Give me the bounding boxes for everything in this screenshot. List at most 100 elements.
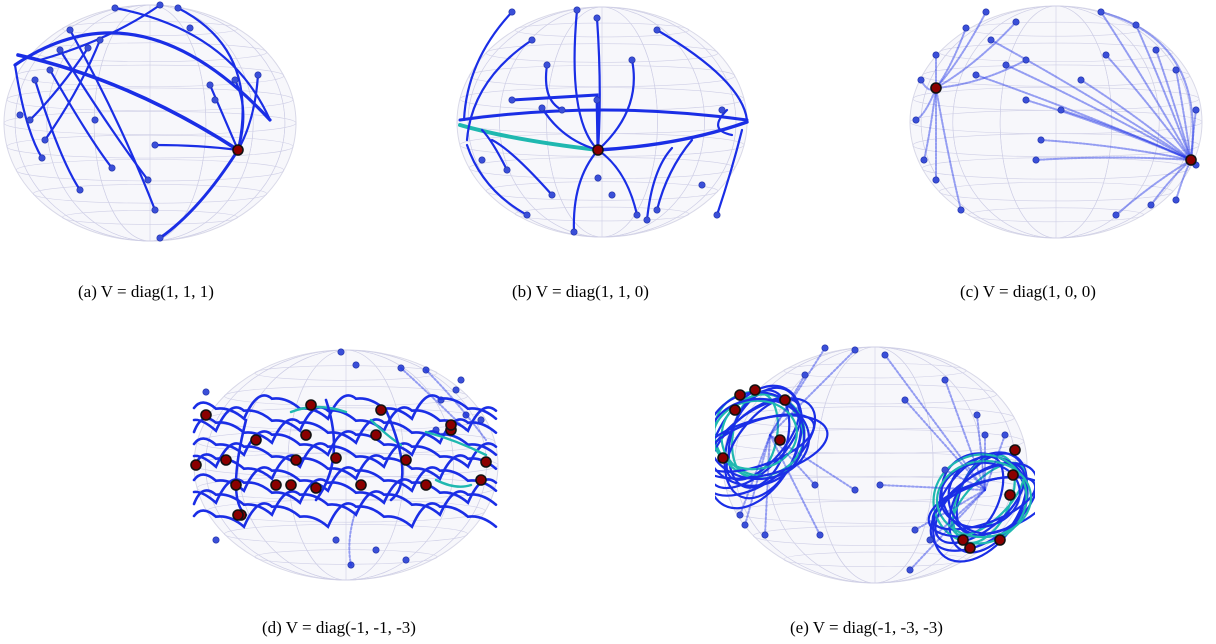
trajectory-loop [715,397,817,497]
fixed-point [445,419,457,431]
start-point [84,44,92,52]
latitude-line [735,500,1015,524]
trajectory-curve [990,39,1192,161]
fixed-point [930,82,942,94]
start-point [593,14,601,22]
fixed-point [729,404,741,416]
start-point [941,376,949,384]
start-point [1112,211,1120,219]
fixed-point [749,384,761,396]
sphere-plot-b [456,6,749,238]
fixed-point [994,534,1006,546]
fixed-point [1185,154,1197,166]
start-point [1152,46,1160,54]
trajectory-curve [1135,24,1192,161]
latitude-line [968,207,1144,223]
start-point [593,96,601,104]
trajectory-curve [233,78,245,152]
start-point [352,361,360,369]
start-point [643,216,651,224]
fixed-point [190,459,202,471]
fixed-point [734,389,746,401]
latitude-line [224,385,468,407]
start-point [713,211,721,219]
start-point [1097,8,1105,16]
start-point [503,166,511,174]
start-point [1002,61,1010,69]
start-point [1001,431,1009,439]
fixed-point [250,434,262,446]
fixed-point [285,479,297,491]
fixed-point [300,429,312,441]
start-point [548,191,556,199]
fixed-point [475,474,487,486]
start-point [982,8,990,16]
start-point [332,536,340,544]
start-point [96,36,104,44]
fixed-point [400,454,412,466]
panel-b [452,0,757,250]
trajectory-curve [1035,156,1192,161]
latitude-line [3,111,297,135]
trajectory-curve [192,502,498,529]
trajectory-curve [458,108,749,122]
start-point [26,116,34,124]
fixed-point [370,429,382,441]
fixed-point [1007,469,1019,481]
trajectory-curve [923,87,937,161]
start-point [372,546,380,554]
trajectory-curve [208,83,240,152]
start-point [111,4,119,12]
start-point [31,76,39,84]
trajectory-curve [1175,69,1192,161]
start-point [558,106,566,114]
start-point [911,526,919,534]
trajectory-curve [540,106,600,152]
start-point [66,26,74,34]
start-point [906,566,914,574]
trajectory-loop [927,476,1035,538]
trajectory-loop [715,399,798,471]
start-point [573,6,581,14]
start-point [151,141,159,149]
trajectory-loop [935,459,1033,539]
start-point [156,1,164,9]
start-point [594,174,602,182]
trajectory-curve [944,379,986,491]
trajectory-curve [16,53,240,152]
start-point [1192,106,1200,114]
panel-a [0,0,300,250]
latitude-line [62,21,238,36]
trajectory-curve [384,408,404,502]
trajectory-curve [68,28,157,212]
start-point [633,211,641,219]
trajectory-curve [465,38,534,142]
trajectory-loop [715,397,811,481]
trajectory-curve [976,414,986,491]
trajectory-curve [434,478,473,488]
panel-e [715,340,1035,590]
fixed-point [355,479,367,491]
start-point [981,431,989,439]
trajectory-curve [192,478,498,505]
fixed-point [1004,489,1016,501]
start-point [347,561,355,569]
start-point [957,206,965,214]
start-point [901,396,909,404]
fixed-point [270,479,282,491]
trajectory-curve [904,399,986,491]
latitude-line [921,64,1191,87]
start-point [186,24,194,32]
trajectory-loop [939,461,1021,529]
start-point [523,211,531,219]
start-point [653,206,661,214]
fixed-point [232,144,244,156]
trajectory-curve [769,349,856,436]
start-point [1022,96,1030,104]
latitude-line [6,134,294,159]
trajectory-curve [935,11,987,89]
start-point [698,181,706,189]
fixed-point [420,479,432,491]
trajectory-curve [764,434,771,536]
start-point [508,8,516,16]
